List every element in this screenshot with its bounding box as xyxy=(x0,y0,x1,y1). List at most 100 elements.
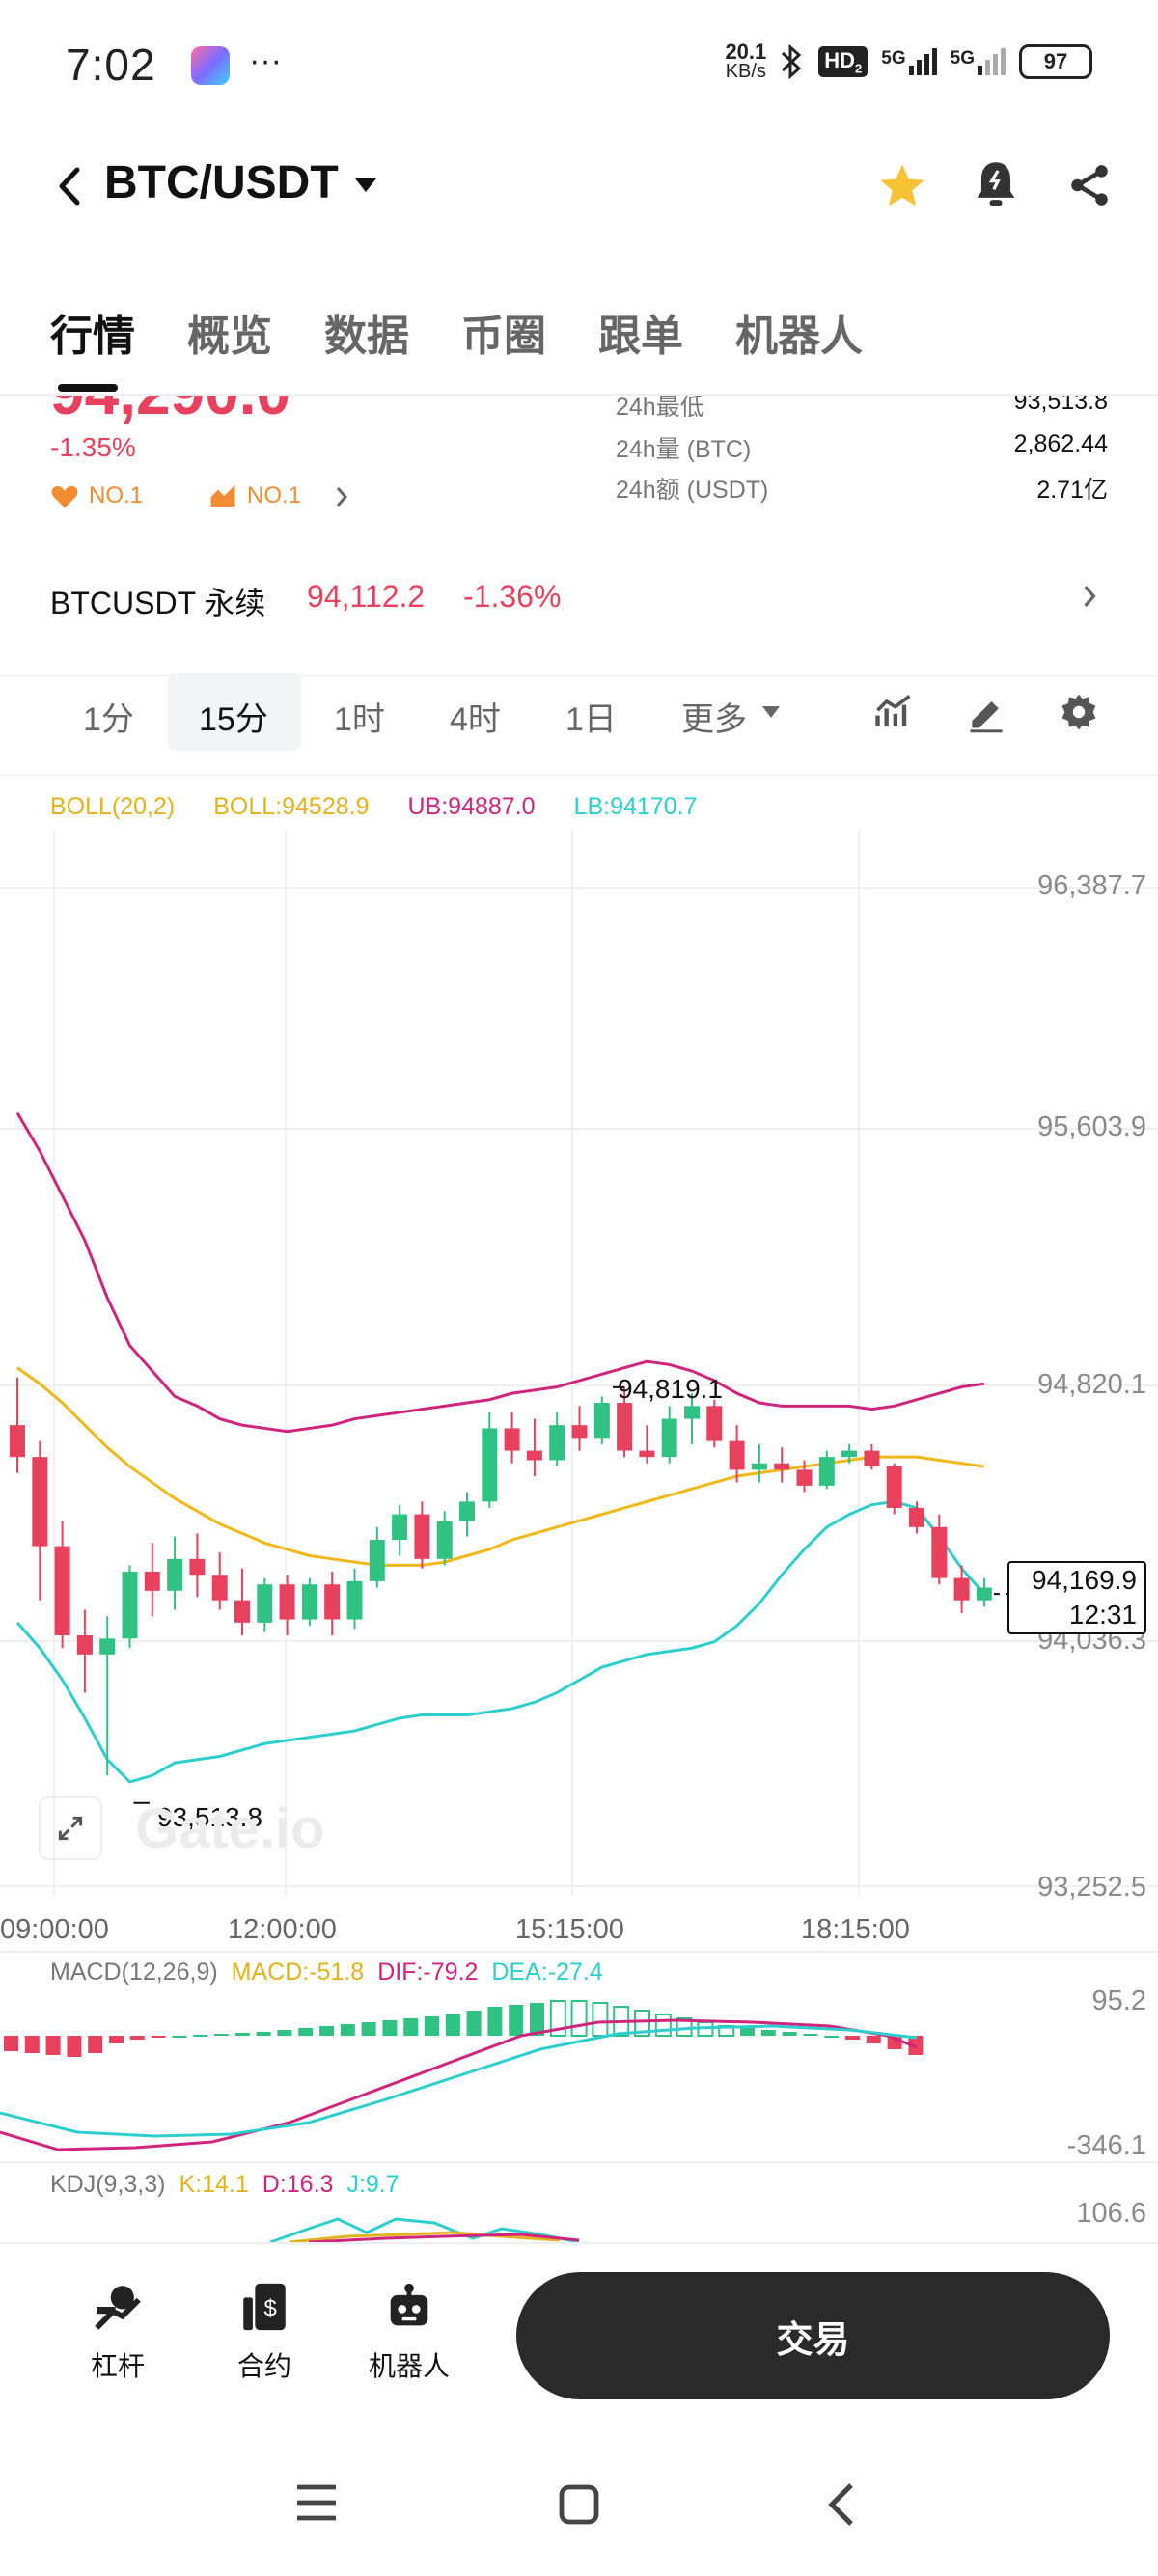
candle-body xyxy=(257,1584,273,1623)
interval-1d[interactable]: 1日 xyxy=(565,701,617,738)
interval-1m[interactable]: 1分 xyxy=(83,701,134,738)
indicator-icon[interactable] xyxy=(872,691,915,733)
dif-line xyxy=(0,2018,918,2151)
countdown: 12:31 xyxy=(1068,1600,1137,1630)
rank-badge-2[interactable]: NO.1 xyxy=(208,482,301,509)
tab-data[interactable]: 数据 xyxy=(324,313,409,360)
kdj-legend: KDJ(9,3,3) K:14.1 D:16.3 J:9.7 xyxy=(50,2171,400,2199)
tab-copy-trade[interactable]: 跟单 xyxy=(598,313,683,360)
system-nav-bar xyxy=(0,2431,1158,2576)
macd-bar xyxy=(129,2036,145,2040)
interval-4h[interactable]: 4时 xyxy=(450,701,501,738)
candle-body xyxy=(392,1514,408,1540)
macd-bar xyxy=(382,2020,398,2036)
menu-icon[interactable] xyxy=(293,2481,340,2524)
stat-value-low: 93,513.8 xyxy=(1013,396,1108,415)
settings-gear-icon[interactable] xyxy=(1058,691,1100,733)
macd-bar xyxy=(24,2036,40,2053)
trade-button[interactable]: 交易 xyxy=(516,2272,1110,2399)
macd-bar xyxy=(466,2011,482,2036)
main-tabs: 行情 概览 数据 币圈 跟单 机器人 xyxy=(50,301,863,363)
status-icons: 20.1 KB/s HD2 5G 5G 97 xyxy=(725,41,1092,82)
svg-text:$: $ xyxy=(263,2296,277,2322)
candlestick-chart[interactable] xyxy=(0,830,1158,1968)
tabs-divider xyxy=(0,394,1158,396)
candle-body xyxy=(571,1425,588,1439)
candle-body xyxy=(909,1507,924,1527)
rank-badge-1[interactable]: NO.1 xyxy=(50,482,143,509)
candle-body xyxy=(706,1406,723,1441)
candle-body xyxy=(818,1457,835,1486)
more-dropdown-icon[interactable] xyxy=(760,704,782,720)
candle-body xyxy=(189,1558,206,1576)
battery-icon: 97 xyxy=(1019,44,1092,79)
dea-line xyxy=(0,2024,918,2138)
status-bar: 7:02 ··· 20.1 KB/s HD2 5G 5G 97 xyxy=(0,0,1158,145)
candle-body xyxy=(953,1577,970,1601)
contract-button[interactable]: $ 合约 xyxy=(207,2279,322,2384)
macd-bar xyxy=(803,2034,818,2036)
dropdown-icon[interactable] xyxy=(353,176,378,195)
signal-icon-1: 5G xyxy=(881,48,937,75)
back-icon[interactable] xyxy=(822,2480,861,2530)
candle-body xyxy=(841,1450,858,1458)
home-icon[interactable] xyxy=(556,2481,602,2528)
candle-body xyxy=(211,1575,228,1601)
pair-title[interactable]: BTC/USDT xyxy=(104,157,339,208)
bluetooth-icon xyxy=(782,44,802,79)
candle-body xyxy=(684,1406,700,1419)
current-price-tag: 94,169.9 12:31 xyxy=(1007,1561,1146,1634)
expand-icon xyxy=(58,1816,83,1841)
star-icon[interactable] xyxy=(876,160,928,212)
macd-bar xyxy=(740,2028,755,2036)
tab-market[interactable]: 行情 xyxy=(50,313,135,360)
macd-bar xyxy=(425,2016,439,2036)
macd-bar xyxy=(782,2032,797,2036)
tab-bots[interactable]: 机器人 xyxy=(735,313,863,360)
candle-body xyxy=(436,1521,453,1559)
macd-bar xyxy=(487,2007,503,2036)
perpetual-row[interactable]: BTCUSDT 永续 94,112.2 -1.36% xyxy=(0,556,1158,637)
chevron-right-icon[interactable] xyxy=(332,484,351,509)
x-tick-3: 15:15:00 xyxy=(515,1914,624,1945)
interval-more[interactable]: 更多 xyxy=(681,701,747,738)
j-value: J:9.7 xyxy=(346,2171,400,2198)
kdj-divider xyxy=(0,2161,1158,2163)
game-app-icon xyxy=(191,46,230,85)
interval-15m[interactable]: 15分 xyxy=(199,701,268,738)
bell-icon[interactable] xyxy=(971,158,1021,212)
draw-tool-icon[interactable] xyxy=(965,691,1007,733)
fullscreen-button[interactable] xyxy=(39,1796,102,1860)
candle-body xyxy=(99,1638,116,1655)
candle-body xyxy=(976,1587,992,1601)
back-icon[interactable] xyxy=(50,162,89,210)
more-dots-icon: ··· xyxy=(249,42,282,79)
tab-overview[interactable]: 概览 xyxy=(187,313,272,360)
candle-body xyxy=(796,1469,813,1486)
contract-icon: $ xyxy=(243,2283,286,2331)
kdj-top-value: 106.6 xyxy=(1076,2198,1146,2229)
kdj-label: KDJ(9,3,3) xyxy=(50,2171,166,2198)
macd-bar xyxy=(760,2030,776,2036)
tab-community[interactable]: 币圈 xyxy=(461,313,546,360)
boll-ub-value: UB:94887.0 xyxy=(407,793,536,820)
robot-icon xyxy=(390,2283,428,2326)
x-tick-4: 18:15:00 xyxy=(801,1914,910,1945)
stat-label-volume: 24h量 (BTC) xyxy=(616,436,752,463)
macd-bar xyxy=(824,2036,840,2038)
boll-lower-band xyxy=(15,1499,986,1784)
kdj-chart xyxy=(269,2217,580,2242)
d-value: D:16.3 xyxy=(262,2171,334,2198)
y-tick-5: 93,252.5 xyxy=(1037,1872,1146,1903)
interval-1h[interactable]: 1时 xyxy=(334,701,385,738)
leverage-button[interactable]: 杠杆 xyxy=(60,2279,176,2384)
candle-body xyxy=(931,1526,948,1578)
candle-body xyxy=(414,1514,430,1559)
robot-button[interactable]: 机器人 xyxy=(351,2279,467,2384)
candle-body xyxy=(301,1584,317,1620)
share-icon[interactable] xyxy=(1065,160,1114,210)
y-tick-1: 96,387.7 xyxy=(1037,870,1146,901)
chevron-right-icon xyxy=(1084,586,1096,607)
macd-bar xyxy=(634,2010,650,2037)
net-speed-unit: KB/s xyxy=(725,61,766,82)
